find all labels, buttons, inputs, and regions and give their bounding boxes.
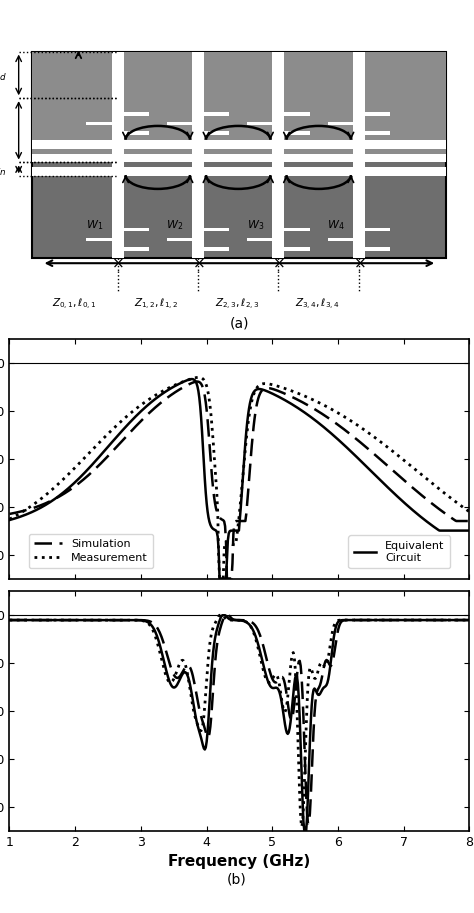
Bar <box>167 121 192 125</box>
Bar <box>32 52 447 258</box>
Bar <box>284 131 310 135</box>
Text: $Z_{3,4}, \ell_{3,4}$: $Z_{3,4}, \ell_{3,4}$ <box>295 298 340 312</box>
Text: $\ell_{in}$: $\ell_{in}$ <box>0 162 7 177</box>
Bar <box>32 153 447 163</box>
Bar <box>247 237 273 241</box>
Text: $Z_{0,1}, \ell_{0,1}$: $Z_{0,1}, \ell_{0,1}$ <box>52 298 96 312</box>
Bar <box>284 228 310 232</box>
Bar <box>32 140 447 149</box>
Bar <box>124 112 149 116</box>
Text: $W_1$: $W_1$ <box>86 218 103 232</box>
Bar <box>273 52 284 258</box>
Legend: Equivalent
Circuit: Equivalent Circuit <box>348 535 450 568</box>
Bar <box>204 112 229 116</box>
Text: $W_2$: $W_2$ <box>166 218 183 232</box>
Bar <box>247 121 273 125</box>
Text: (a): (a) <box>229 316 249 331</box>
Bar <box>32 52 447 163</box>
Text: $\times$: $\times$ <box>191 256 204 270</box>
Bar <box>111 52 124 258</box>
Bar <box>204 131 229 135</box>
Bar <box>353 52 365 258</box>
Bar <box>32 167 447 176</box>
Text: $\times$: $\times$ <box>111 256 124 270</box>
Bar <box>204 228 229 232</box>
Text: $Z_{2,3}, \ell_{2,3}$: $Z_{2,3}, \ell_{2,3}$ <box>215 298 259 312</box>
Bar <box>365 228 390 232</box>
X-axis label: Frequency (GHz): Frequency (GHz) <box>168 855 310 869</box>
Bar <box>124 247 149 250</box>
Bar <box>167 237 192 241</box>
Bar <box>328 237 353 241</box>
Bar <box>284 112 310 116</box>
Bar <box>365 112 390 116</box>
Bar <box>124 131 149 135</box>
Text: $W_3$: $W_3$ <box>247 218 264 232</box>
Text: (b): (b) <box>227 873 247 887</box>
Bar <box>124 228 149 232</box>
Text: $\ell_{end}$: $\ell_{end}$ <box>0 67 7 83</box>
Text: $Z_{1,2}, \ell_{1,2}$: $Z_{1,2}, \ell_{1,2}$ <box>135 298 179 312</box>
Text: $\times$: $\times$ <box>353 256 365 270</box>
Bar <box>204 247 229 250</box>
Bar <box>86 121 111 125</box>
Bar <box>86 237 111 241</box>
Text: $\times$: $\times$ <box>272 256 285 270</box>
Text: $W_4$: $W_4$ <box>327 218 345 232</box>
Bar <box>192 52 204 258</box>
Bar <box>365 247 390 250</box>
Bar <box>284 247 310 250</box>
Bar <box>365 131 390 135</box>
Bar <box>328 121 353 125</box>
